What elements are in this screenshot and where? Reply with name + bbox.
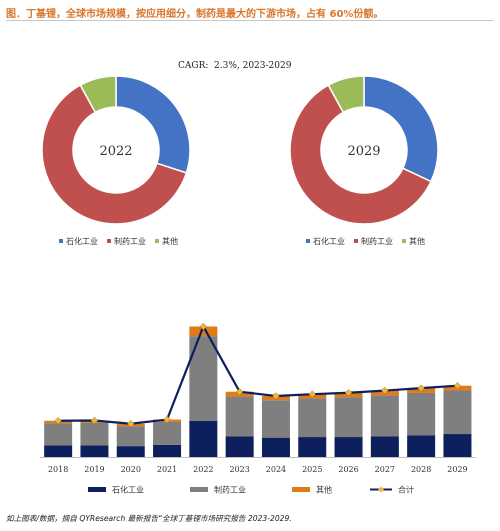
total-marker: [453, 382, 462, 390]
bar-segment: [443, 434, 472, 457]
cagr-label: CAGR:: [178, 61, 208, 71]
x-tick-label: 2018: [48, 465, 68, 474]
legend-swatch: [292, 487, 310, 492]
legend-label: 石化工业: [66, 236, 98, 246]
bar-segment: [261, 437, 290, 457]
x-tick-label: 2025: [302, 465, 322, 474]
legend-marker: [378, 486, 384, 493]
legend-label: 其他: [409, 236, 425, 246]
legend-label: 其他: [316, 485, 332, 495]
bar-segment: [407, 392, 436, 436]
bar-segment: [261, 400, 290, 438]
total-marker: [381, 386, 389, 395]
total-marker: [163, 415, 171, 424]
bar-segment: [116, 446, 145, 457]
legend-label: 制药工业: [114, 236, 146, 246]
x-tick-label: 2029: [447, 465, 467, 474]
bar-segment: [44, 423, 73, 446]
x-tick-label: 2028: [411, 465, 431, 474]
pie-slice-1: [115, 75, 191, 174]
bar-segment: [80, 445, 109, 457]
figure-header: 图．丁基锂，全球市场规模，按应用细分，制药是最大的下游市场，占有 60%份额。: [6, 2, 494, 21]
legend-swatch: [88, 487, 106, 492]
legend-swatch: [402, 239, 406, 243]
total-marker: [235, 388, 244, 396]
total-marker: [90, 416, 99, 425]
cagr-value: 2.3%, 2023-2029: [214, 61, 292, 71]
bar-segment: [334, 397, 363, 438]
pie-center-label: 2029: [347, 144, 380, 159]
bar-segment: [225, 396, 254, 437]
pie-slice-2: [289, 84, 432, 225]
pie-slice-1: [363, 75, 439, 183]
total-marker: [127, 420, 135, 428]
legend-label: 石化工业: [112, 485, 144, 495]
bar-segment: [80, 422, 109, 446]
legend-swatch: [190, 487, 208, 492]
bar-segment: [298, 437, 327, 457]
pie-chart-2029: 2029 石化工业 制药工业 其他: [289, 75, 439, 246]
bar-segment: [443, 390, 472, 435]
legend-label: 合计: [398, 485, 414, 495]
legend-swatch: [59, 239, 63, 243]
total-marker: [54, 417, 62, 425]
total-marker: [199, 322, 208, 331]
bar-segment: [189, 420, 218, 457]
x-tick-label: 2027: [375, 465, 395, 474]
figure-title: 图．丁基锂，全球市场规模，按应用细分，制药是最大的下游市场，占有 60%份额。: [6, 9, 384, 20]
legend-label: 其他: [162, 236, 178, 246]
x-tick-label: 2026: [338, 465, 358, 474]
bar-segment: [153, 444, 182, 457]
pie-chart-2022: 2022 石化工业 制药工业 其他: [41, 75, 191, 246]
legend-swatch: [107, 239, 111, 243]
legend-label: 制药工业: [214, 485, 246, 495]
legend-swatch: [155, 239, 159, 243]
bar-segment: [407, 435, 436, 457]
bar-segment: [44, 445, 73, 457]
total-marker: [344, 389, 353, 397]
source-footnote: 如上图表/数据，摘自 QYResearch 最新报告“全球丁基锂市场研究报告 2…: [6, 514, 292, 523]
total-marker: [417, 384, 425, 392]
stacked-bar-chart: 2018 2019 2020 2021 2022 2023 2024 2025 2026 2027…: [40, 322, 476, 495]
total-marker: [308, 390, 316, 398]
bar-segment: [116, 426, 145, 447]
legend-label: 石化工业: [313, 236, 345, 246]
legend-swatch: [354, 239, 358, 243]
pie-slice-3: [79, 75, 117, 114]
x-tick-label: 2020: [121, 465, 141, 474]
bar-segment: [298, 398, 327, 438]
cagr-annotation: CAGR: 2.3%, 2023-2029: [178, 61, 292, 71]
bar-segment: [370, 395, 399, 437]
bar-segment: [370, 436, 399, 457]
x-tick-label: 2024: [266, 465, 286, 474]
pie-center-label: 2022: [99, 144, 132, 159]
total-marker: [272, 392, 280, 400]
x-tick-label: 2019: [84, 465, 104, 474]
pie-slice-3: [327, 75, 365, 114]
bar-segment: [189, 326, 218, 337]
total-line: [58, 323, 458, 425]
bar-segment: [225, 436, 254, 457]
bar-segment: [153, 421, 182, 445]
legend-label: 制药工业: [361, 236, 393, 246]
x-tick-label: 2022: [193, 465, 213, 474]
legend-swatch: [306, 239, 310, 243]
x-tick-label: 2021: [157, 465, 177, 474]
x-tick-label: 2023: [229, 465, 249, 474]
pie-slice-2: [41, 84, 188, 225]
bar-segment: [334, 437, 363, 457]
